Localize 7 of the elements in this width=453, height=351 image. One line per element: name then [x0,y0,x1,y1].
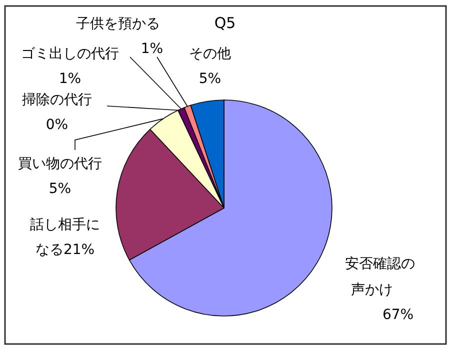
slice-label: 子供を預かる [76,16,160,32]
data-label: 1% [140,41,164,57]
data-label: 5% [48,181,72,197]
slice-label: ゴミ出しの代行 [21,46,119,62]
chart-title: Q5 [214,14,236,32]
data-label: 1% [58,71,82,87]
slice-label: 買い物の代行 [18,156,102,172]
